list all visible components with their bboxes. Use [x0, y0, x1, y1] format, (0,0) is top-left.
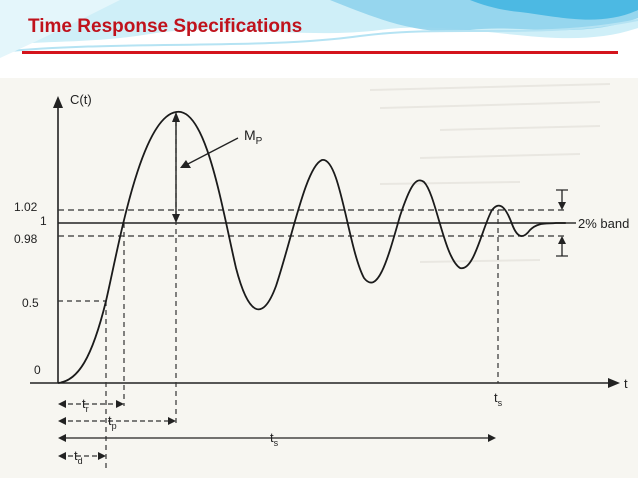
arrow-left-icon: [58, 452, 66, 460]
delay-time-label: td: [74, 448, 83, 466]
arrow-right-icon: [168, 417, 176, 425]
slide-header-decoration: [0, 0, 638, 80]
peak-time-main: t: [108, 413, 112, 428]
band-label: 2% band: [578, 216, 629, 231]
arrow-left-icon: [58, 417, 66, 425]
rise-time-label: tr: [82, 396, 89, 414]
peak-overshoot-sub: P: [256, 136, 263, 147]
title-underline: [22, 51, 618, 54]
arrow-up-icon: [558, 236, 566, 244]
header-wave-graphic: [0, 0, 638, 58]
slide-title: Time Response Specifications: [28, 16, 303, 37]
arrow-right-icon: [608, 378, 620, 388]
tick-label-0: 0: [34, 363, 41, 377]
peak-overshoot-main: M: [244, 127, 256, 143]
peak-time-sub: p: [112, 421, 117, 431]
settling-time-label: ts: [270, 430, 279, 448]
tick-label-1-02: 1.02: [14, 200, 38, 214]
scan-bleed-marks: [369, 83, 611, 263]
arrow-down-icon: [558, 202, 566, 210]
tick-label-0-98: 0.98: [14, 232, 38, 246]
rise-time-main: t: [82, 396, 86, 411]
settling-time-axis-main: t: [494, 390, 498, 405]
header-wave-left: [0, 0, 120, 58]
arrow-left-icon: [58, 400, 66, 408]
settling-time-main: t: [270, 430, 274, 445]
tick-label-0-5: 0.5: [22, 296, 39, 310]
peak-time-label: tp: [108, 413, 117, 431]
settling-time-axis-label: ts: [494, 390, 503, 408]
y-axis-label: C(t): [70, 92, 92, 107]
arrow-left-icon: [58, 434, 66, 442]
header-wave-dark: [470, 0, 638, 20]
arrow-up-icon: [53, 96, 63, 108]
arrow-left-icon: [180, 160, 191, 168]
arrow-down-icon: [172, 214, 180, 223]
paper-background: [0, 78, 638, 478]
rise-time-sub: r: [86, 404, 89, 414]
arrow-right-icon: [116, 400, 124, 408]
delay-time-sub: d: [78, 456, 83, 466]
arrow-right-icon: [98, 452, 106, 460]
arrow-up-icon: [172, 112, 180, 122]
response-curve: [57, 111, 566, 384]
arrow-right-icon: [488, 434, 496, 442]
peak-overshoot-leader: [183, 137, 239, 167]
header-wave-line: [0, 19, 638, 53]
peak-overshoot-label: MP: [244, 127, 263, 147]
x-axis-label: t: [624, 376, 628, 391]
settling-time-axis-sub: s: [498, 398, 503, 408]
time-response-diagram: C(t) t 1.02 1 0.98 0.5 0 MP: [0, 78, 638, 478]
delay-time-main: t: [74, 448, 78, 463]
diagram-svg: C(t) t 1.02 1 0.98 0.5 0 MP: [0, 78, 638, 478]
tick-label-1: 1: [40, 214, 47, 228]
settling-time-sub: s: [274, 438, 279, 448]
